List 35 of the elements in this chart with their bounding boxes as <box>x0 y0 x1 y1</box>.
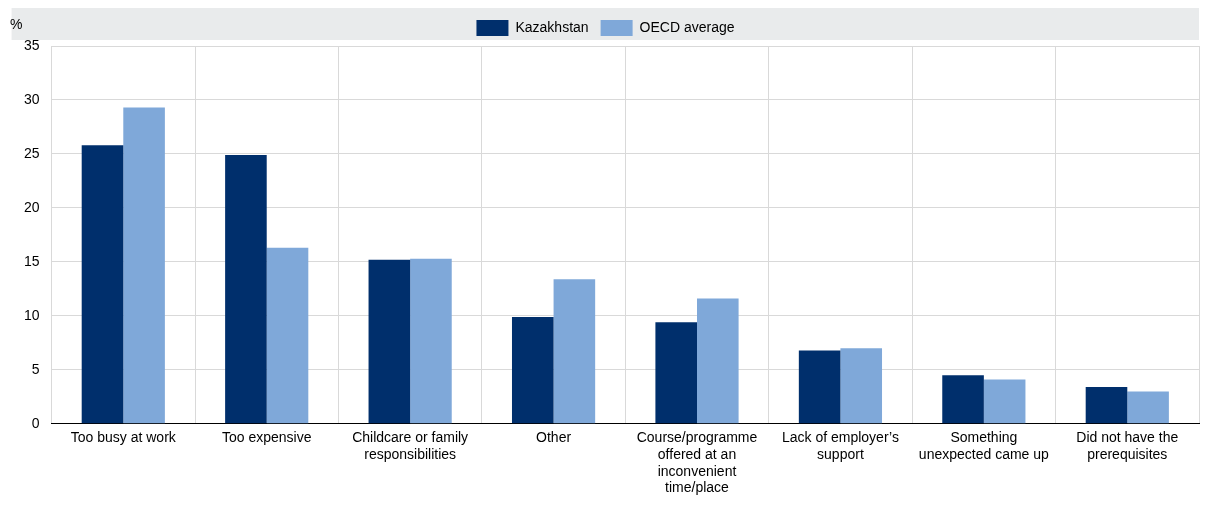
x-tick-label: Something unexpected came up <box>918 429 1050 462</box>
bar <box>983 379 1026 424</box>
bar <box>1085 387 1128 424</box>
y-tick-label: 5 <box>31 360 40 377</box>
y-tick-label: 15 <box>23 252 40 269</box>
y-tick-label: 0 <box>31 414 40 431</box>
bar <box>798 350 841 424</box>
y-tick-label: 10 <box>23 306 40 323</box>
x-tick-label: Lack of employer’s support <box>781 429 899 462</box>
x-tick-label: Other <box>536 429 572 446</box>
x-tick-label: Did not have the prerequisites <box>1076 429 1179 462</box>
x-tick-label: Too expensive <box>221 429 312 446</box>
bar <box>266 247 309 424</box>
bar <box>697 298 739 424</box>
bar <box>511 316 554 424</box>
bar <box>368 259 411 424</box>
bar <box>553 279 596 424</box>
x-tick-label: Course/programme offered at an inconvenient time/place <box>636 429 758 496</box>
bar <box>840 348 883 424</box>
y-tick-label: 30 <box>23 90 40 107</box>
x-tick-label: Too busy at work <box>70 429 177 446</box>
y-axis-title: % <box>10 15 23 32</box>
y-tick-label: 35 <box>23 36 40 53</box>
bar <box>81 145 124 424</box>
bar <box>410 258 452 424</box>
legend-label: OECD average <box>639 18 735 35</box>
bar <box>123 107 165 424</box>
x-tick-label: Childcare or family responsibilities <box>352 429 469 462</box>
legend-label: Kazakhstan <box>515 18 589 35</box>
bar <box>1127 391 1169 424</box>
y-tick-label: 20 <box>23 198 40 215</box>
bar <box>655 322 697 424</box>
bar <box>225 155 267 424</box>
y-tick-label: 25 <box>23 144 40 161</box>
bar <box>942 375 984 424</box>
